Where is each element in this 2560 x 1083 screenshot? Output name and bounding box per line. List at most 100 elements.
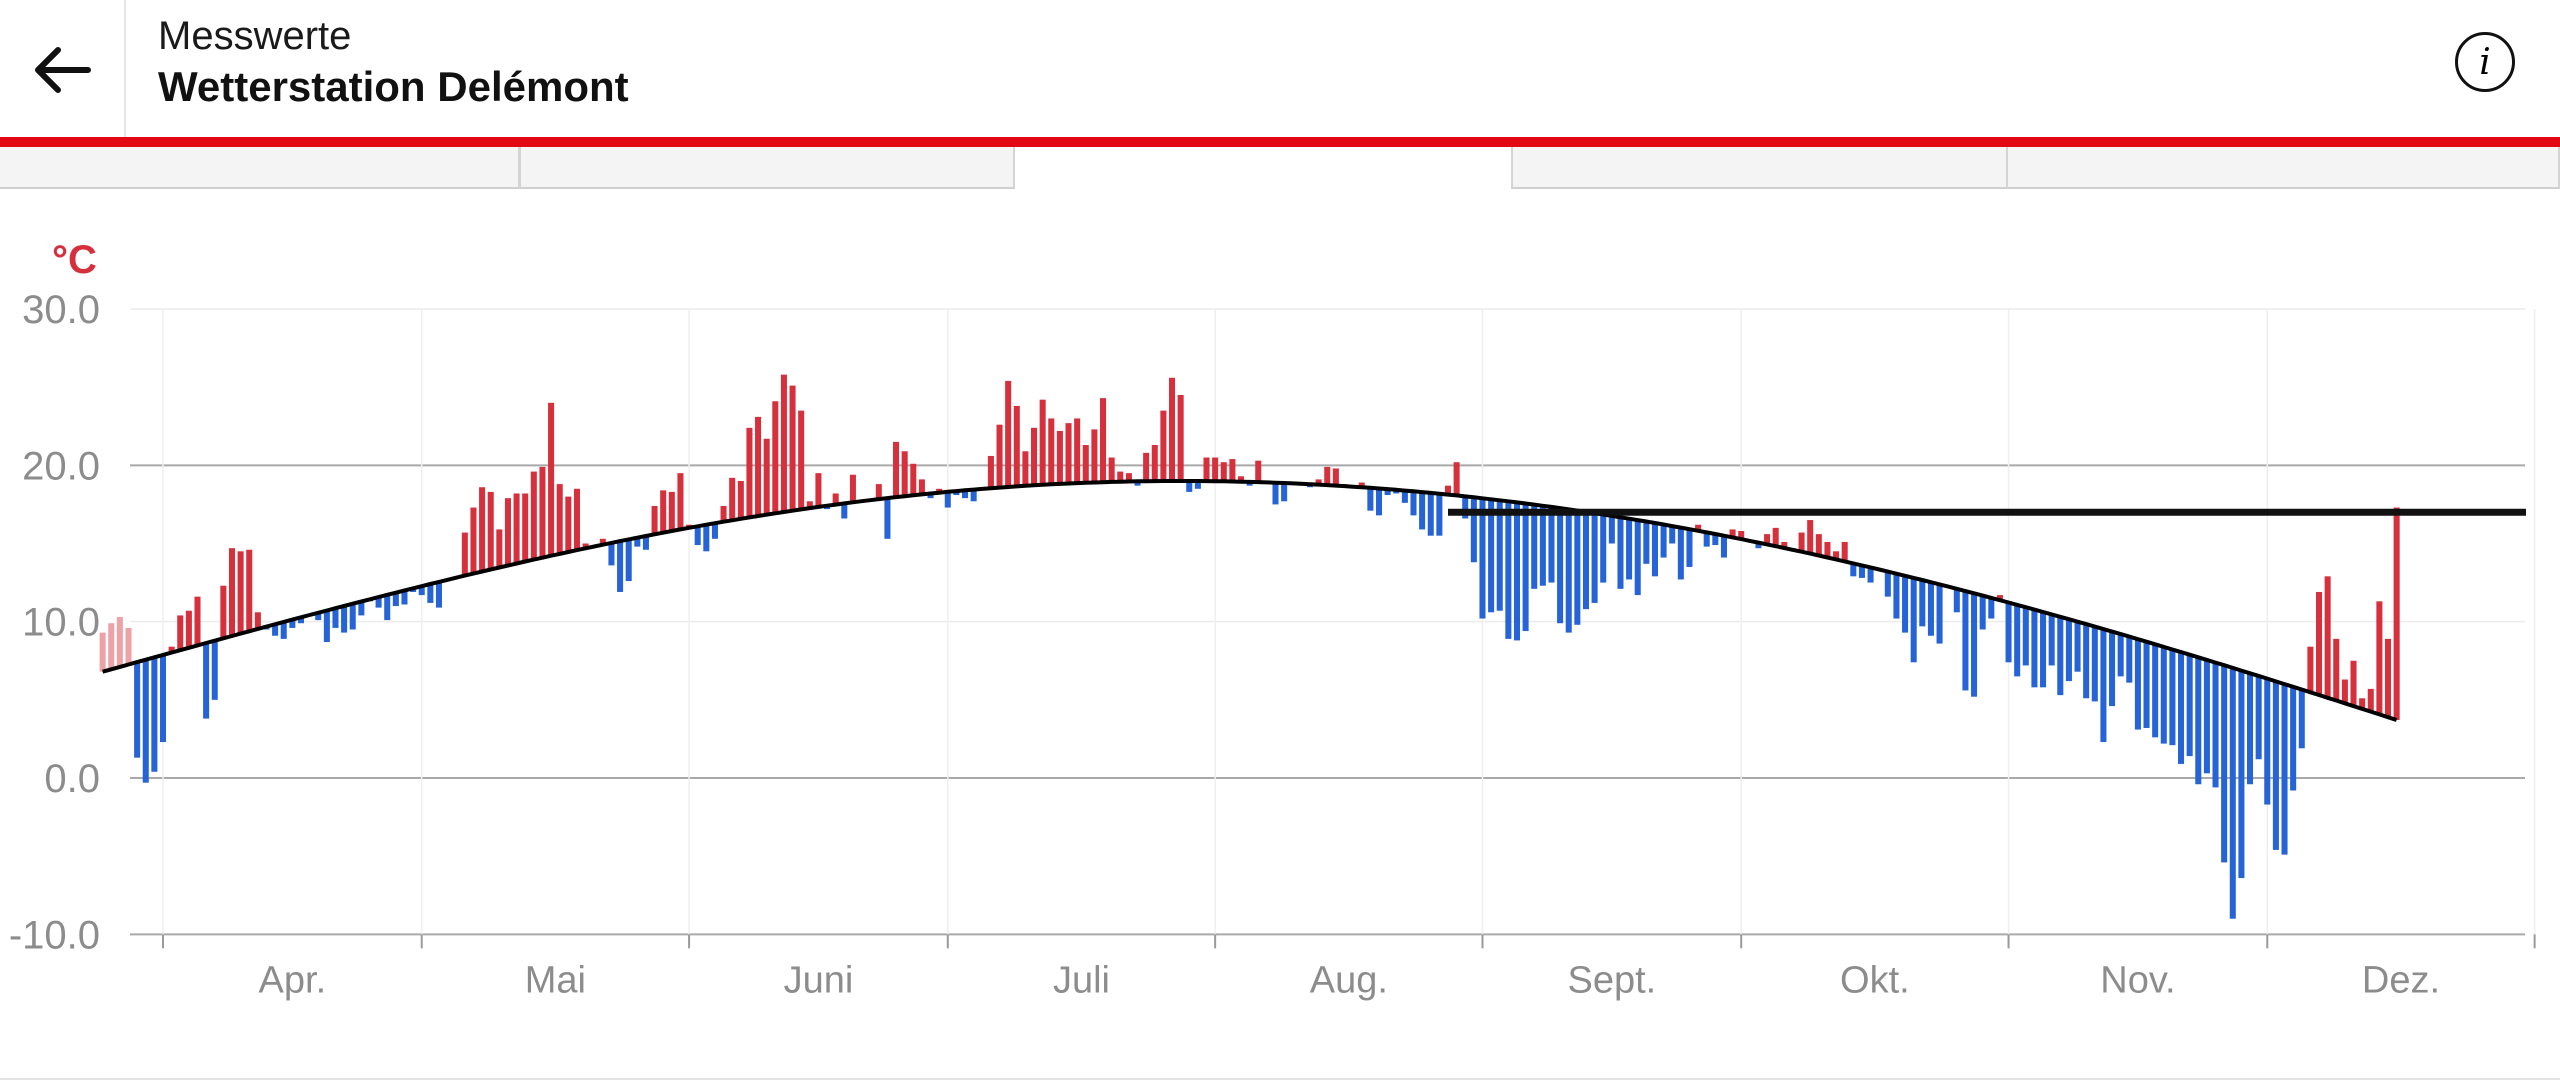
temperature-bar bbox=[1186, 480, 1193, 492]
temperature-bar bbox=[1936, 584, 1943, 644]
temperature-bar bbox=[1867, 567, 1874, 583]
temperature-bar bbox=[1539, 505, 1546, 586]
temperature-chart: 30.0 20.0 10.0 0.0 -10.0 Apr. Mai Juni Juli Aug. S… bbox=[9, 288, 2536, 1001]
temperature-bar bbox=[185, 610, 192, 648]
temperature-bar bbox=[1272, 482, 1279, 505]
temperature-bar bbox=[418, 586, 425, 596]
temperature-bar bbox=[2014, 604, 2021, 677]
temperature-bar bbox=[194, 596, 201, 646]
temperature-bar bbox=[918, 479, 925, 495]
temperature-bar bbox=[2074, 621, 2081, 672]
temperature-bar bbox=[962, 490, 969, 499]
temperature-bar bbox=[2117, 634, 2124, 677]
info-button[interactable]: i bbox=[2455, 32, 2515, 92]
temperature-bar bbox=[1013, 405, 1020, 487]
temperature-bar bbox=[780, 374, 787, 512]
temperature-bar bbox=[1720, 535, 1727, 558]
temperature-bar bbox=[660, 490, 667, 533]
temperature-bar bbox=[1281, 483, 1288, 502]
temperature-bar bbox=[1677, 527, 1684, 580]
temperature-bar bbox=[99, 632, 106, 672]
temperature-bar bbox=[1375, 488, 1383, 516]
temperature-bar bbox=[341, 605, 348, 633]
temperature-bar bbox=[289, 619, 296, 628]
temperature-bar bbox=[1953, 588, 1960, 613]
temperature-bar bbox=[634, 537, 641, 547]
temperature-bar bbox=[1125, 473, 1132, 482]
temperature-bar bbox=[2212, 662, 2219, 788]
temperature-bar bbox=[2350, 660, 2357, 707]
temperature-bar bbox=[116, 616, 123, 667]
temperature-bar bbox=[625, 539, 632, 582]
temperature-bar bbox=[617, 541, 624, 592]
temperature-bar bbox=[737, 480, 744, 519]
temperature-bar bbox=[349, 603, 356, 630]
temperature-bar bbox=[763, 438, 770, 515]
temperature-bar bbox=[427, 584, 434, 603]
temperature-bar bbox=[970, 489, 977, 502]
temperature-bar bbox=[358, 601, 365, 616]
temperature-bar bbox=[487, 491, 494, 570]
temperature-bar bbox=[2307, 646, 2314, 693]
tab-2[interactable] bbox=[519, 147, 1015, 189]
temperature-bar bbox=[755, 416, 762, 516]
temperature-bar bbox=[315, 612, 322, 621]
temperature-bar bbox=[539, 466, 546, 558]
temperature-bar bbox=[1824, 541, 1831, 558]
temperature-bar bbox=[108, 623, 115, 670]
temperature-bar bbox=[151, 657, 158, 772]
temperature-bar bbox=[642, 535, 649, 550]
temperature-bar bbox=[1177, 394, 1184, 481]
temperature-bar bbox=[2247, 673, 2254, 785]
temperature-bar bbox=[2134, 639, 2141, 730]
accent-divider bbox=[0, 137, 2560, 147]
temperature-bar bbox=[220, 585, 227, 639]
temperature-bar bbox=[2160, 646, 2167, 744]
page-title: Wetterstation Delémont bbox=[158, 63, 629, 110]
tab-4[interactable] bbox=[1511, 147, 2008, 189]
temperature-bar bbox=[1798, 532, 1805, 552]
temperature-bar bbox=[384, 594, 391, 621]
temperature-bar bbox=[1582, 511, 1589, 610]
temperature-bar bbox=[2143, 641, 2150, 728]
temperature-bar bbox=[729, 477, 736, 521]
temperature-bar bbox=[1358, 482, 1365, 488]
tab-3-selected[interactable] bbox=[1015, 147, 1511, 189]
temperature-bar bbox=[1979, 595, 1986, 630]
temperature-bar bbox=[280, 621, 287, 639]
temperature-bar bbox=[815, 473, 822, 507]
tab-5[interactable] bbox=[2008, 147, 2560, 189]
temperature-bar bbox=[2022, 607, 2029, 666]
temperature-bar bbox=[944, 491, 951, 508]
temperature-bar bbox=[1815, 534, 1822, 556]
temperature-bar bbox=[228, 548, 236, 636]
temperature-bar bbox=[2091, 626, 2098, 702]
temperature-bar bbox=[1065, 423, 1072, 484]
temperature-bar bbox=[1410, 491, 1417, 516]
temperature-bar bbox=[1643, 521, 1650, 564]
temperature-bar bbox=[1453, 462, 1460, 496]
temperature-bar bbox=[987, 455, 994, 489]
temperature-bar bbox=[177, 615, 184, 651]
temperature-bar bbox=[1781, 541, 1788, 549]
temperature-bar bbox=[1091, 429, 1098, 483]
temperature-bar bbox=[1988, 597, 1995, 619]
temperature-bar bbox=[1712, 534, 1719, 546]
temperature-bar bbox=[910, 463, 917, 496]
temperature-bar bbox=[1160, 410, 1167, 482]
temperature-bar bbox=[996, 424, 1003, 488]
temperature-bar bbox=[789, 385, 796, 511]
arrow-left-icon bbox=[35, 46, 91, 93]
temperature-bar bbox=[1738, 530, 1745, 540]
temperature-bar bbox=[1574, 510, 1581, 625]
temperature-bar bbox=[2169, 649, 2176, 746]
temperature-bar bbox=[1005, 380, 1012, 487]
tab-1[interactable] bbox=[0, 147, 520, 189]
x-month-label: Apr. bbox=[259, 959, 327, 1001]
temperature-bar bbox=[582, 543, 589, 549]
back-button[interactable] bbox=[0, 0, 126, 139]
temperature-bar bbox=[1100, 398, 1107, 483]
temperature-bar bbox=[159, 654, 167, 743]
temperature-bar bbox=[841, 503, 848, 519]
norm-line bbox=[102, 479, 2398, 722]
